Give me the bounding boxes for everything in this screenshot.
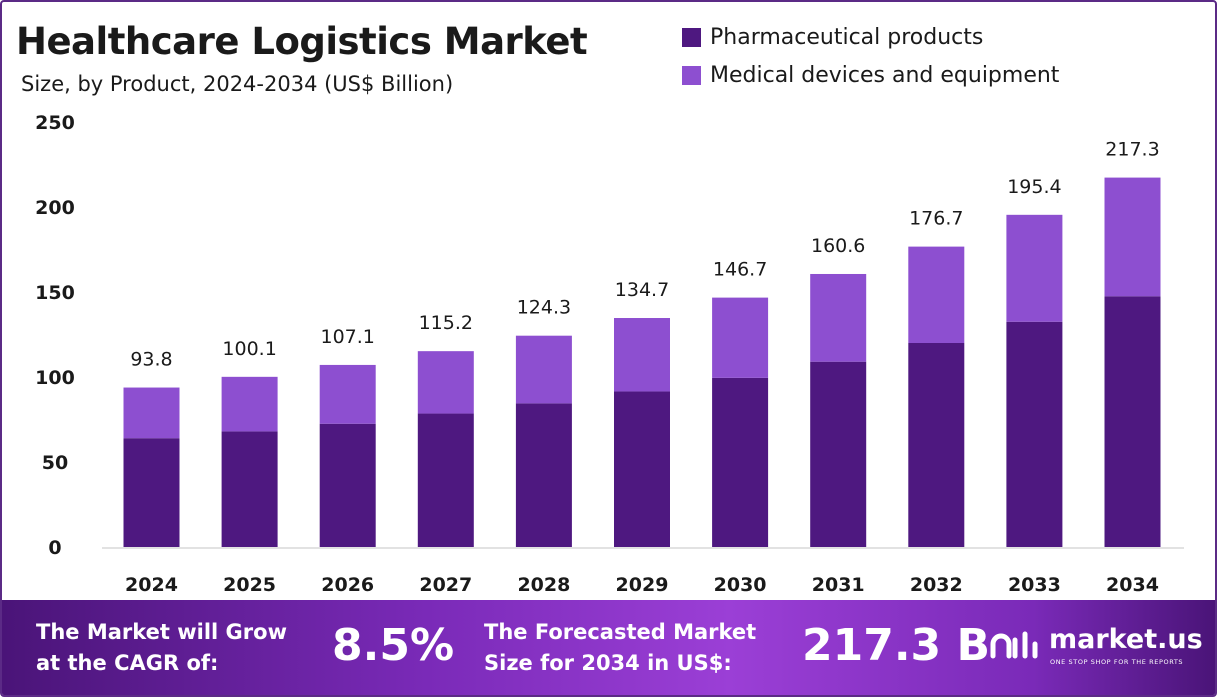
- legend-item-pharmaceutical: Pharmaceutical products: [682, 18, 1059, 56]
- total-label-2034: 217.3: [1105, 139, 1159, 161]
- bar-medical-devices-2032: [908, 246, 965, 343]
- x-tick-label-2033: 2033: [1008, 574, 1061, 596]
- bar-medical-devices-2027: [417, 351, 474, 414]
- bar-pharmaceutical-2030: [712, 377, 769, 547]
- bar-pharmaceutical-2029: [614, 391, 670, 547]
- brand-name: market.us: [1049, 624, 1203, 655]
- y-tick-label-50: 50: [42, 452, 68, 474]
- forecast-caption: The Forecasted Market Size for 2034 in U…: [484, 617, 756, 679]
- total-label-2031: 160.6: [811, 235, 865, 257]
- brand-tagline: ONE STOP SHOP FOR THE REPORTS: [1050, 658, 1184, 666]
- cagr-caption-line2: at the CAGR of:: [36, 651, 219, 675]
- bar-pharmaceutical-2024: [123, 438, 180, 547]
- total-label-2027: 115.2: [419, 312, 473, 334]
- x-tick-label-2032: 2032: [910, 574, 963, 596]
- bar-medical-devices-2025: [221, 376, 278, 432]
- bar-pharmaceutical-2033: [1006, 321, 1063, 547]
- total-label-2033: 195.4: [1007, 176, 1061, 198]
- bar-medical-devices-2028: [515, 335, 572, 404]
- bar-medical-devices-2024: [123, 387, 180, 439]
- y-tick-label-250: 250: [35, 112, 75, 134]
- legend-label-pharmaceutical: Pharmaceutical products: [710, 24, 984, 50]
- legend-swatch-pharmaceutical: [682, 27, 701, 47]
- x-tick-label-2024: 2024: [125, 574, 178, 596]
- footer-banner: The Market will Grow at the CAGR of: 8.5…: [2, 600, 1215, 695]
- forecast-value: 217.3 B: [802, 620, 991, 671]
- x-tick-label-2030: 2030: [714, 574, 767, 596]
- bar-pharmaceutical-2031: [810, 361, 867, 547]
- bar-pharmaceutical-2032: [908, 343, 965, 547]
- legend-swatch-medical-devices: [682, 65, 701, 85]
- chart-legend: Pharmaceutical products Medical devices …: [682, 18, 1059, 94]
- chart-subtitle: Size, by Product, 2024-2034 (US$ Billion…: [21, 72, 454, 96]
- bar-medical-devices-2026: [319, 364, 376, 424]
- y-tick-label-0: 0: [48, 537, 61, 559]
- bar-medical-devices-2031: [810, 273, 867, 362]
- x-tick-label-2025: 2025: [223, 574, 276, 596]
- bar-pharmaceutical-2025: [221, 431, 278, 547]
- forecast-caption-line1: The Forecasted Market: [484, 620, 757, 644]
- x-tick-label-2026: 2026: [321, 574, 374, 596]
- total-label-2029: 134.7: [615, 279, 669, 301]
- cagr-caption-line1: The Market will Grow: [36, 620, 287, 644]
- cagr-value: 8.5%: [332, 620, 455, 671]
- bar-medical-devices-2029: [614, 318, 670, 392]
- legend-label-medical-devices: Medical devices and equipment: [710, 62, 1060, 88]
- x-tick-label-2028: 2028: [517, 574, 570, 596]
- bar-pharmaceutical-2028: [515, 403, 572, 547]
- legend-item-medical-devices: Medical devices and equipment: [682, 56, 1059, 94]
- y-tick-label-100: 100: [35, 367, 75, 389]
- forecast-caption-line2: Size for 2034 in US$:: [484, 651, 732, 675]
- bar-medical-devices-2030: [712, 297, 769, 378]
- y-tick-label-200: 200: [35, 197, 75, 219]
- total-label-2026: 107.1: [320, 326, 374, 348]
- bar-chart: 0 50 100 150 200 250 93.8 2024 100.1 2025 107.1 202…: [35, 112, 1184, 596]
- x-tick-label-2029: 2029: [616, 574, 669, 596]
- bar-medical-devices-2033: [1006, 214, 1063, 322]
- chart-title: Healthcare Logistics Market: [16, 20, 588, 63]
- total-label-2025: 100.1: [222, 338, 276, 360]
- total-label-2032: 176.7: [909, 208, 963, 230]
- x-tick-label-2027: 2027: [419, 574, 472, 596]
- market-us-logo-icon: [990, 631, 1038, 659]
- total-label-2030: 146.7: [713, 259, 767, 281]
- bar-pharmaceutical-2027: [417, 413, 474, 547]
- bar-pharmaceutical-2034: [1104, 296, 1161, 547]
- x-tick-label-2034: 2034: [1106, 574, 1159, 596]
- y-tick-label-150: 150: [35, 282, 75, 304]
- bar-medical-devices-2034: [1104, 177, 1161, 297]
- total-label-2028: 124.3: [517, 297, 571, 319]
- bar-pharmaceutical-2026: [319, 423, 376, 547]
- x-tick-label-2031: 2031: [812, 574, 865, 596]
- cagr-caption: The Market will Grow at the CAGR of:: [36, 617, 287, 679]
- total-label-2024: 93.8: [130, 349, 172, 371]
